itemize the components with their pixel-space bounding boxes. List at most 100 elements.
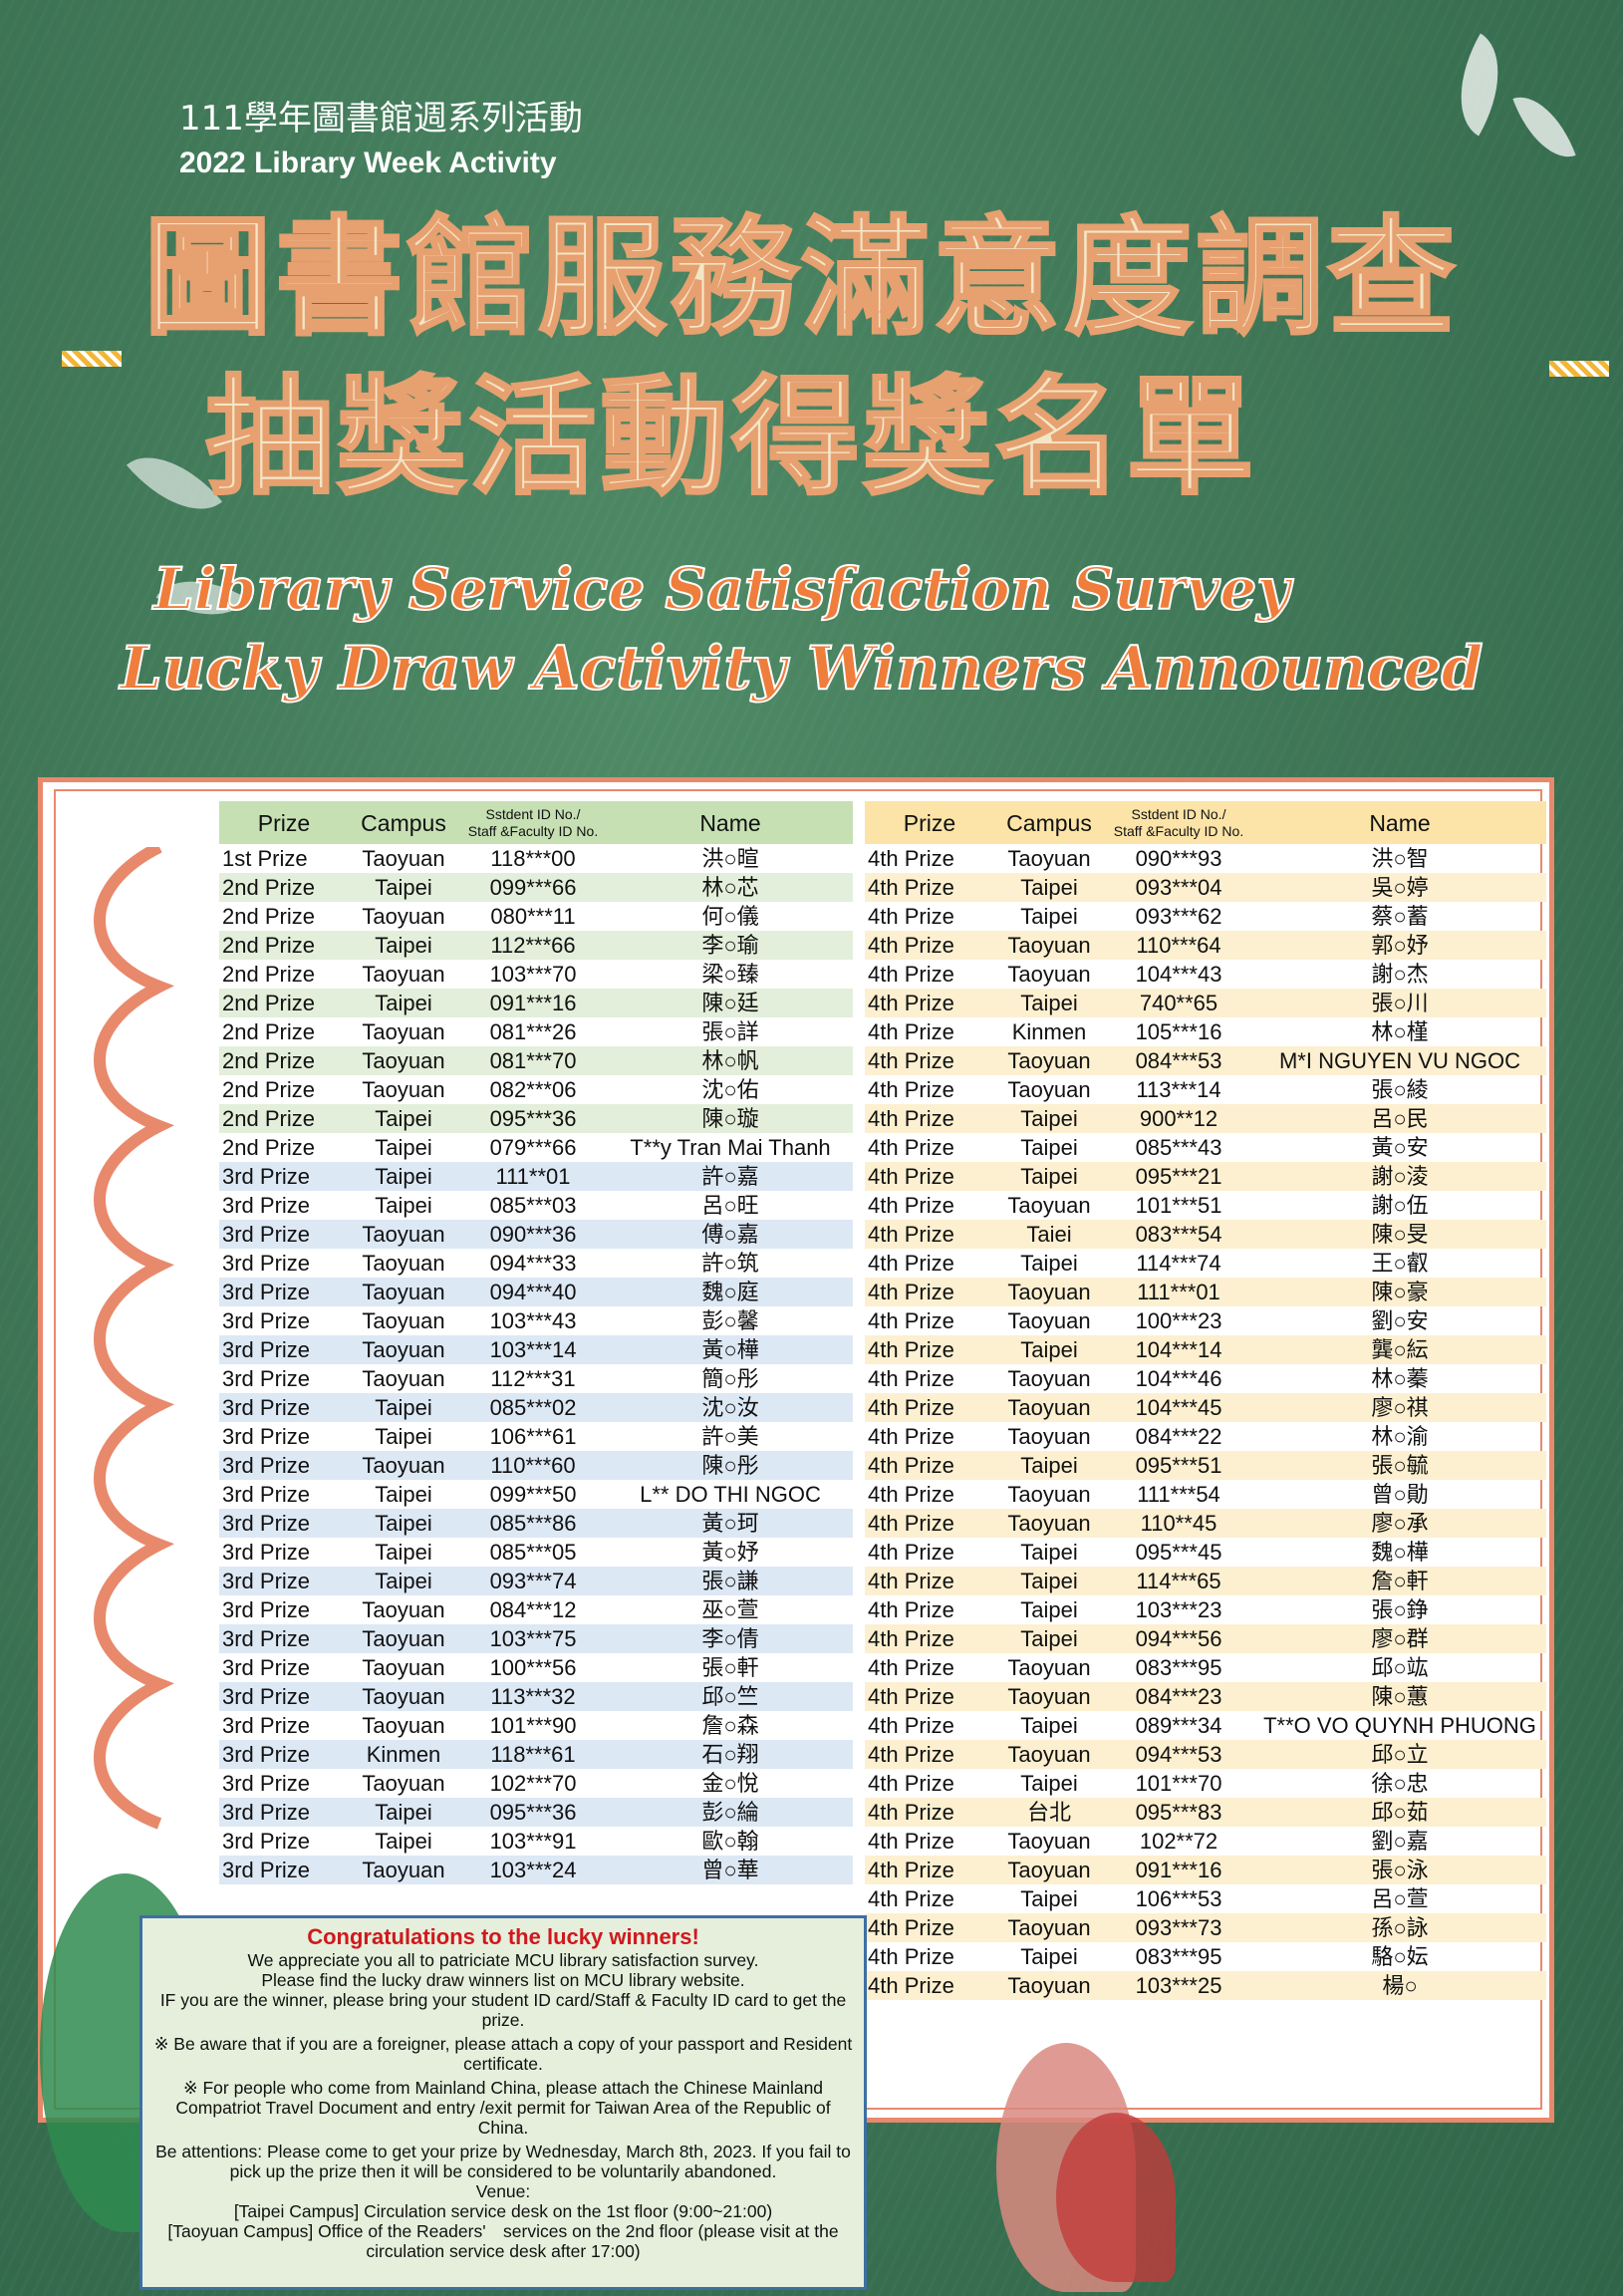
table-row: 4th Prize Taoyuan 104***46 林○蓁 [865,1364,1546,1393]
table-row: 3rd Prize Taipei 085***05 黃○妤 [219,1538,853,1567]
cell-id: 102***70 [489,1771,577,1796]
cell-name: 彭○綸 [701,1800,759,1825]
cell-id: 110***60 [490,1453,576,1478]
cell-prize: 4th Prize [868,1482,954,1507]
cell-name: 張○泳 [1371,1858,1429,1882]
cell-campus: Taoyuan [1007,1366,1091,1391]
column-header-name: Name [1369,809,1431,836]
table-row: 4th Prize Taipei 085***43 黃○安 [865,1133,1546,1162]
cell-name: 吳○婷 [1371,875,1429,900]
cell-prize: 4th Prize [868,1366,954,1391]
table-row: 3rd Prize Taoyuan 103***24 曾○華 [219,1856,853,1884]
id-header-line2: Staff &Faculty ID No. [467,822,599,839]
cell-id: 095***51 [1135,1453,1222,1478]
cell-campus: Taipei [1020,1597,1078,1622]
cell-campus: Kinmen [366,1742,441,1767]
cell-campus: Taoyuan [362,1366,445,1391]
table-row: 3rd Prize Taoyuan 094***40 魏○庭 [219,1278,853,1306]
cell-prize: 4th Prize [868,1164,954,1189]
cell-campus: Taoyuan [1007,1973,1091,1998]
table-row: 2nd Prize Taoyuan 081***70 林○帆 [219,1046,853,1075]
cell-campus: Taoyuan [1007,1077,1091,1102]
cell-id: 104***43 [1135,962,1222,987]
event-series-title-zh: 111學年圖書館週系列活動 [179,99,583,139]
cell-prize: 4th Prize [868,1915,954,1940]
cell-name: 巫○萱 [701,1597,759,1622]
cell-id: 111**01 [495,1164,571,1189]
cell-campus: Taipei [1020,1251,1078,1276]
cell-prize: 4th Prize [868,1742,954,1767]
cell-campus: Taoyuan [362,1019,445,1044]
cell-prize: 2nd Prize [222,962,315,987]
cell-name: 楊○ [1382,1973,1418,1998]
table-row: 4th Prize Taoyuan 104***45 廖○祺 [865,1393,1546,1422]
cell-campus: Taoyuan [1007,1482,1091,1507]
table-row: 4th Prize Taoyuan 084***22 林○渝 [865,1422,1546,1451]
cell-prize: 4th Prize [868,1106,954,1131]
cell-campus: Taipei [375,1424,432,1449]
cell-campus: Taipei [1020,1771,1078,1796]
cell-id: 095***36 [489,1800,577,1825]
table-row: 3rd Prize Taipei 103***91 歐○翰 [219,1827,853,1856]
cell-campus: Taoyuan [1007,1858,1091,1882]
cell-name: 張○詳 [701,1019,759,1044]
table-row: 4th Prize Taoyuan 094***53 邱○立 [865,1740,1546,1769]
column-header-id: Sstdent ID No./Staff &Faculty ID No. [1104,801,1253,844]
cell-campus: Taipei [375,875,432,900]
cell-id: 103***23 [1135,1597,1222,1622]
cell-campus: Taipei [1020,1164,1078,1189]
cell-name: 李○瑜 [701,933,759,958]
cell-prize: 3rd Prize [222,1771,311,1796]
cell-name: T**y Tran Mai Thanh [630,1135,831,1160]
cell-name: L** DO THI NGOC [640,1482,821,1507]
cell-campus: Taipei [1020,1886,1078,1911]
cell-name: 石○翔 [701,1742,759,1767]
cell-name: 沈○佑 [701,1077,759,1102]
main-title-zh-line1: 圖書館服務滿意度調查 [142,203,1460,355]
table-row: 2nd Prize Taoyuan 103***70 梁○臻 [219,960,853,989]
cell-prize: 4th Prize [868,962,954,987]
cell-id: 100***23 [1135,1308,1222,1333]
main-title-en-line2: Lucky Draw Activity Winners Announced [120,633,1485,705]
cell-name: 劉○嘉 [1371,1829,1429,1854]
table-row: 4th Prize Taoyuan 110**45 廖○承 [865,1509,1546,1538]
cell-prize: 4th Prize [868,1424,954,1449]
table-row: 3rd Prize Taipei 099***50 L** DO THI NGOC [219,1480,853,1509]
cell-campus: Taipei [1020,1944,1078,1969]
cell-prize: 2nd Prize [222,1048,315,1073]
cell-prize: 3rd Prize [222,1337,311,1362]
table-row: 2nd Prize Taipei 112***66 李○瑜 [219,931,853,960]
cell-campus: Taoyuan [362,1713,445,1738]
table-row: 4th Prize Taoyuan 101***51 謝○伍 [865,1191,1546,1220]
cell-prize: 4th Prize [868,1973,954,1998]
cell-name: 謝○杰 [1371,962,1429,987]
notice-line: Be attentions: Please come to get your p… [155,2142,851,2181]
table-row: 3rd Prize Taipei 085***03 呂○旺 [219,1191,853,1220]
cell-campus: Taoyuan [362,1077,445,1102]
cell-name: 黃○安 [1371,1135,1429,1160]
cell-prize: 4th Prize [868,991,954,1015]
cell-campus: Taipei [1020,875,1078,900]
cell-id: 084***53 [1135,1048,1222,1073]
cell-id: 083***95 [1135,1944,1222,1969]
table-row: 3rd Prize Taoyuan 084***12 巫○萱 [219,1595,853,1624]
cell-id: 085***02 [489,1395,577,1420]
cell-id: 110***64 [1136,933,1221,958]
table-row: 4th Prize Taoyuan 103***25 楊○ [865,1971,1546,2000]
table-row: 1st Prize Taoyuan 118***00 洪○暄 [219,844,853,873]
cell-prize: 2nd Prize [222,991,315,1015]
cell-prize: 3rd Prize [222,1597,311,1622]
table-row: 4th Prize Taipei 114***74 王○叡 [865,1249,1546,1278]
table-row: 4th Prize Taipei 900**12 呂○民 [865,1104,1546,1133]
winners-board [38,777,1554,2123]
cell-id: 094***33 [489,1251,577,1276]
cell-campus: Taoyuan [362,904,445,929]
column-header-name: Name [699,809,761,836]
cell-campus: Taoyuan [1007,962,1091,987]
cell-prize: 4th Prize [868,1135,954,1160]
cell-campus: Taoyuan [1007,1829,1091,1854]
cell-campus: Taoyuan [362,1337,445,1362]
cell-campus: Taoyuan [362,1597,445,1622]
cell-campus: Taoyuan [362,1222,445,1247]
cell-name: 詹○森 [701,1713,759,1738]
